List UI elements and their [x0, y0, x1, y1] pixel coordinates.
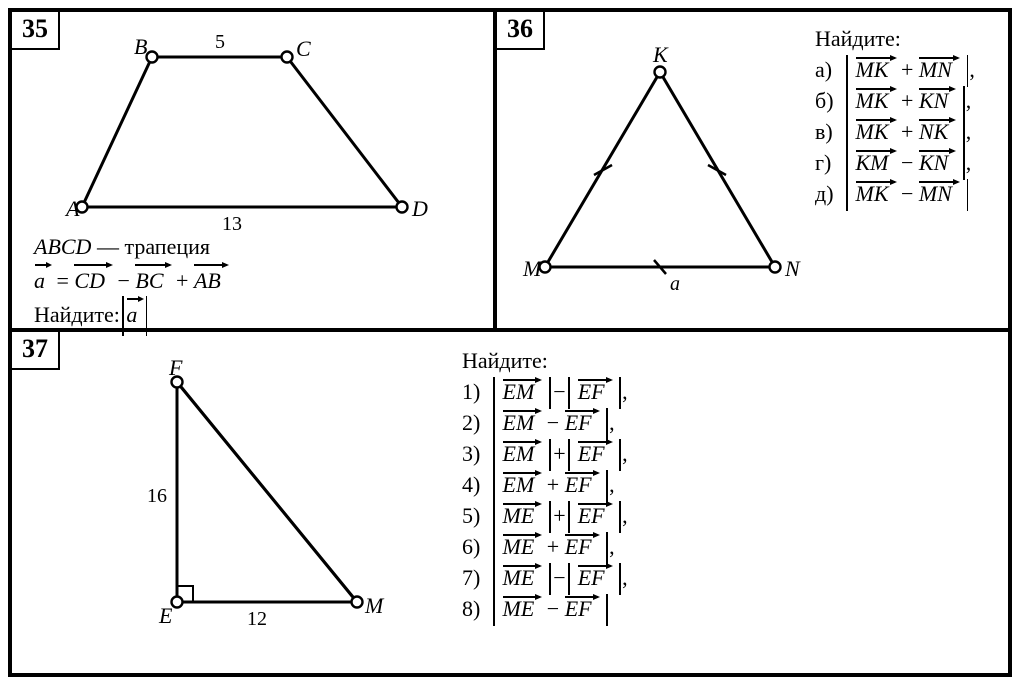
svg-text:N: N	[784, 256, 801, 281]
svg-text:M: M	[522, 256, 543, 281]
q37-row: 4) EM + EF ,	[462, 472, 628, 498]
diagram-37: F E M 16 12	[107, 357, 437, 657]
q37-row: 1) EM − EF ,	[462, 379, 628, 405]
q36-heading: Найдите:	[815, 26, 901, 52]
q37-row: 8) ME − EF	[462, 596, 628, 622]
q37-row: 6) ME + EF ,	[462, 534, 628, 560]
svg-text:M: M	[364, 593, 385, 618]
svg-text:E: E	[158, 603, 173, 628]
q37-heading: Найдите:	[462, 348, 548, 374]
q37-row: 2) EM − EF ,	[462, 410, 628, 436]
problems-grid: 35 A B C D 5 13 ABCD — трапеция a = CD −…	[8, 8, 1012, 677]
questions-37: Найдите: 1) EM − EF , 2) EM − EF , 3) EM +…	[462, 348, 628, 627]
svg-text:C: C	[296, 36, 311, 61]
svg-text:A: A	[64, 196, 80, 221]
problem-35: 35 A B C D 5 13 ABCD — трапеция a = CD −…	[10, 10, 495, 330]
svg-text:F: F	[168, 357, 183, 380]
svg-text:12: 12	[247, 608, 267, 630]
q37-row: 3) EM + EF ,	[462, 441, 628, 467]
text-35: ABCD — трапеция a = CD − BC + AB Найдите…	[34, 230, 228, 332]
diagram-36: M K N a	[505, 32, 815, 322]
problem-37: 37 F E M 16 12 Найдите: 1) EM − EF , 2) E…	[10, 330, 1010, 675]
q36-row: б) MK + KN ,	[815, 88, 975, 114]
svg-text:D: D	[411, 196, 428, 221]
t35-abcd: ABCD	[34, 234, 91, 259]
t35-find: Найдите:	[34, 302, 125, 327]
t35-trap: — трапеция	[91, 234, 210, 259]
q36-row: а) MK + MN ,	[815, 57, 975, 83]
badge-37: 37	[10, 330, 60, 370]
svg-text:5: 5	[215, 31, 225, 53]
svg-text:K: K	[652, 42, 669, 67]
q37-row: 7) ME − EF ,	[462, 565, 628, 591]
diagram-35: A B C D 5 13	[22, 22, 482, 232]
t35-a1: a	[34, 264, 51, 298]
questions-36: Найдите: а) MK + MN , б) MK + KN , в) MK +…	[815, 26, 975, 212]
q37-row: 5) ME + EF ,	[462, 503, 628, 529]
q36-row: в) MK + NK ,	[815, 119, 975, 145]
svg-text:B: B	[134, 34, 147, 59]
q36-row: д) MK − MN	[815, 181, 975, 207]
svg-text:a: a	[670, 273, 680, 295]
problem-36: 36 M K N a Найдите: а) MK + MN ,б) MK + …	[495, 10, 1010, 330]
svg-text:16: 16	[147, 485, 167, 507]
q36-row: г) KM − KN ,	[815, 150, 975, 176]
